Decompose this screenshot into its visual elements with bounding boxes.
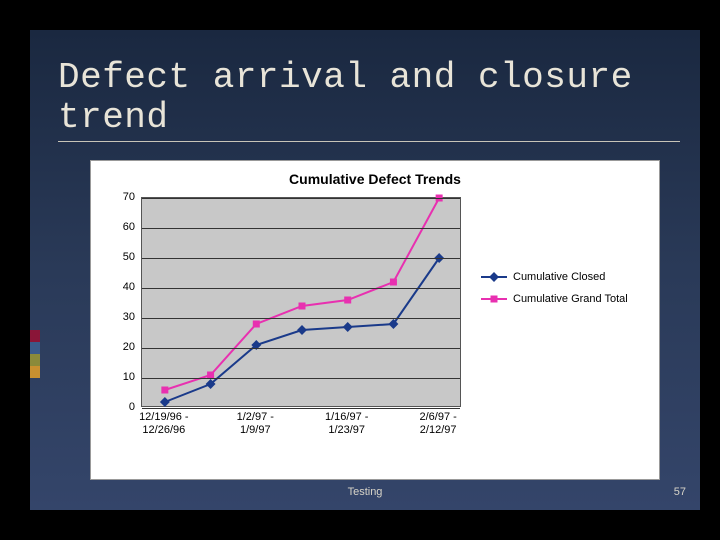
y-tick-label: 40: [105, 281, 135, 293]
slide-title-region: Defect arrival and closure trend: [58, 58, 680, 142]
title-underline: [58, 141, 680, 142]
chart-title: Cumulative Defect Trends: [91, 161, 659, 187]
gridline: [142, 378, 460, 379]
y-tick-label: 50: [105, 251, 135, 263]
square-marker-icon: [390, 279, 397, 286]
footer-label: Testing: [348, 486, 383, 498]
square-marker-icon: [161, 387, 168, 394]
y-tick-label: 10: [105, 371, 135, 383]
chart-container: Cumulative Defect Trends Cumulative Clos…: [90, 160, 660, 480]
y-tick-label: 30: [105, 311, 135, 323]
diamond-marker-icon: [297, 325, 307, 335]
gridline: [142, 288, 460, 289]
diamond-marker-icon: [160, 397, 170, 407]
chart-svg: [142, 198, 460, 406]
gridline: [142, 198, 460, 199]
legend-label: Cumulative Closed: [513, 271, 605, 283]
x-tick-label: 2/6/97 -2/12/97: [398, 411, 478, 437]
square-marker-icon: [253, 321, 260, 328]
legend-line: [481, 276, 507, 278]
y-tick-label: 70: [105, 191, 135, 203]
legend-line: [481, 298, 507, 300]
square-marker-icon: [491, 296, 498, 303]
legend-row: Cumulative Grand Total: [481, 293, 646, 305]
x-tick-label: 12/19/96 -12/26/96: [124, 411, 204, 437]
accent-seg: [30, 366, 40, 378]
y-tick-label: 60: [105, 221, 135, 233]
legend-label: Cumulative Grand Total: [513, 293, 628, 305]
x-tick-label: 1/16/97 -1/23/97: [307, 411, 387, 437]
accent-seg: [30, 354, 40, 366]
accent-seg: [30, 330, 40, 342]
chart-legend: Cumulative Closed Cumulative Grand Total: [481, 271, 646, 315]
accent-seg: [30, 342, 40, 354]
slide-title: Defect arrival and closure trend: [58, 58, 680, 137]
gridline: [142, 348, 460, 349]
series-line: [165, 198, 439, 390]
left-accent-bar: [30, 330, 40, 378]
diamond-marker-icon: [343, 322, 353, 332]
gridline: [142, 318, 460, 319]
chart-plot-area: [141, 197, 461, 407]
x-tick-label: 1/2/97 -1/9/97: [215, 411, 295, 437]
square-marker-icon: [299, 303, 306, 310]
gridline: [142, 228, 460, 229]
legend-row: Cumulative Closed: [481, 271, 646, 283]
page-number: 57: [674, 486, 686, 498]
y-tick-label: 20: [105, 341, 135, 353]
gridline: [142, 408, 460, 409]
gridline: [142, 258, 460, 259]
slide-body: Defect arrival and closure trend Cumulat…: [30, 30, 700, 510]
diamond-marker-icon: [489, 272, 499, 282]
square-marker-icon: [344, 297, 351, 304]
